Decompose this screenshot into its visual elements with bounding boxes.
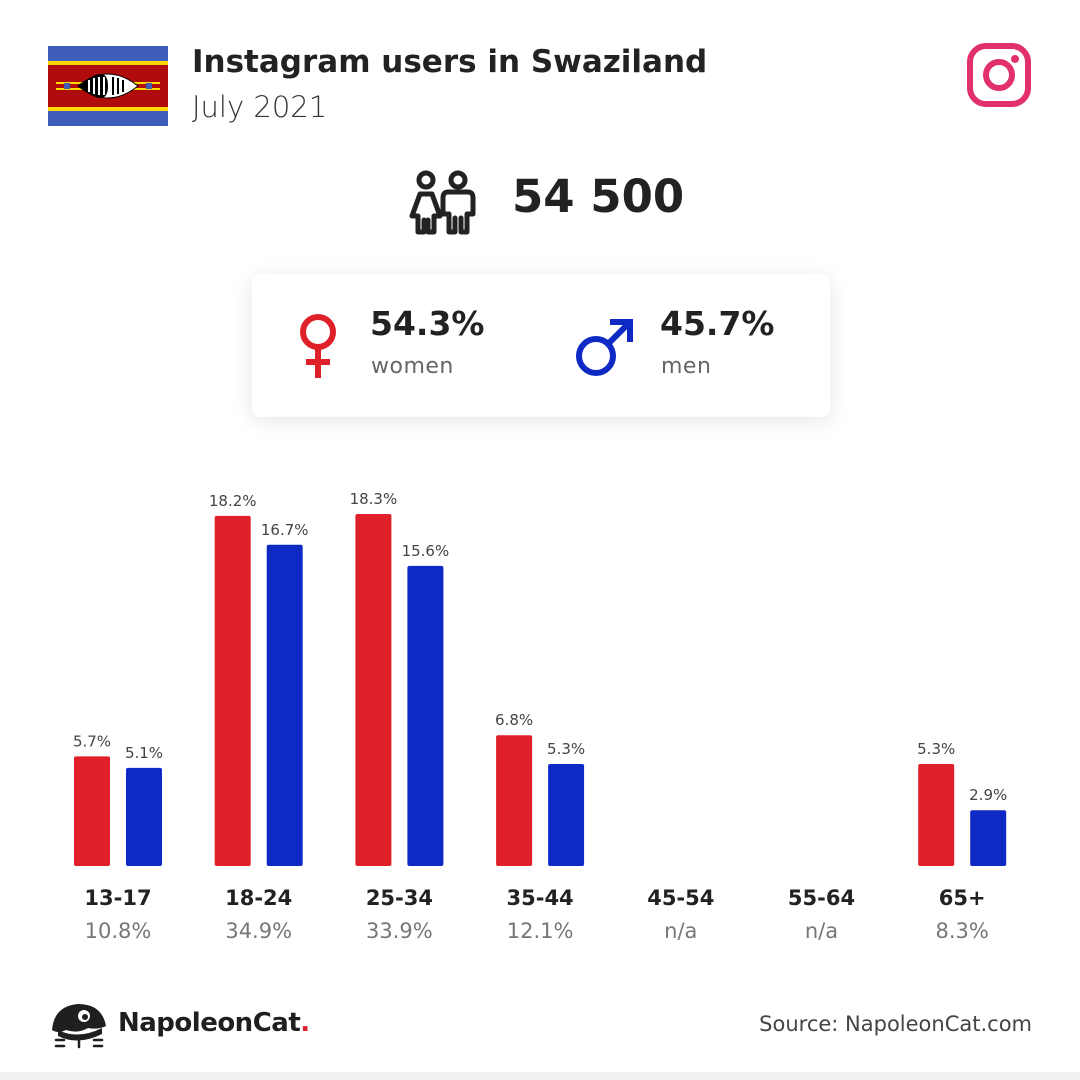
gender-split-card: 54.3% women 45.7% men bbox=[252, 274, 830, 417]
female-symbol-icon bbox=[300, 314, 336, 378]
people-icon bbox=[409, 170, 476, 235]
men-bar-18-24 bbox=[266, 544, 303, 866]
men-bar-35-44 bbox=[548, 764, 585, 866]
women-value-label-35-44: 6.8% bbox=[495, 711, 533, 729]
male-symbol-icon bbox=[576, 319, 633, 376]
category-label-18-24: 18-24 bbox=[225, 886, 292, 910]
category-total-25-34: 33.9% bbox=[366, 919, 433, 943]
total-users: 54 500 bbox=[512, 170, 685, 223]
women-value-label-18-24: 18.2% bbox=[209, 492, 257, 510]
women-bar-25-34 bbox=[355, 514, 392, 866]
page-subtitle: July 2021 bbox=[192, 90, 328, 124]
category-total-13-17: 10.8% bbox=[85, 919, 152, 943]
women-value-label-13-17: 5.7% bbox=[73, 732, 111, 750]
men-value-label-25-34: 15.6% bbox=[402, 542, 450, 560]
category-total-35-44: 12.1% bbox=[507, 919, 574, 943]
men-label: men bbox=[661, 354, 712, 379]
men-percentage: 45.7% bbox=[660, 304, 775, 343]
women-percentage: 54.3% bbox=[370, 304, 485, 343]
brand-name-text: NapoleonCat bbox=[118, 1008, 301, 1038]
women-bar-65+ bbox=[918, 764, 955, 866]
category-label-35-44: 35-44 bbox=[507, 886, 574, 910]
men-value-label-13-17: 5.1% bbox=[125, 744, 163, 762]
category-total-55-64: n/a bbox=[805, 919, 838, 943]
women-bar-35-44 bbox=[496, 735, 533, 866]
instagram-icon bbox=[967, 43, 1031, 107]
men-value-label-35-44: 5.3% bbox=[547, 740, 585, 758]
men-value-label-18-24: 16.7% bbox=[261, 521, 309, 539]
men-bar-65+ bbox=[970, 810, 1007, 866]
category-total-18-24: 34.9% bbox=[225, 919, 292, 943]
brand-name: NapoleonCat. bbox=[118, 1008, 310, 1038]
category-label-45-54: 45-54 bbox=[647, 886, 714, 910]
category-label-25-34: 25-34 bbox=[366, 886, 433, 910]
men-value-label-65+: 2.9% bbox=[969, 786, 1007, 804]
category-total-65+: 8.3% bbox=[936, 919, 989, 943]
category-label-55-64: 55-64 bbox=[788, 886, 855, 910]
napoleoncat-logo-icon bbox=[52, 1004, 106, 1049]
category-label-13-17: 13-17 bbox=[84, 886, 151, 910]
women-bar-18-24 bbox=[214, 515, 251, 866]
women-bar-13-17 bbox=[74, 756, 110, 866]
women-label: women bbox=[371, 354, 454, 379]
women-value-label-25-34: 18.3% bbox=[350, 490, 398, 508]
category-total-45-54: n/a bbox=[664, 919, 697, 943]
swaziland-flag-icon bbox=[48, 46, 168, 126]
category-label-65+: 65+ bbox=[939, 886, 986, 910]
brand-dot: . bbox=[300, 1008, 310, 1038]
source-text: Source: NapoleonCat.com bbox=[759, 1012, 1032, 1036]
page-title: Instagram users in Swaziland bbox=[192, 44, 708, 80]
bottom-strip bbox=[0, 1072, 1080, 1080]
men-bar-25-34 bbox=[407, 565, 444, 866]
men-bar-13-17 bbox=[126, 767, 162, 866]
women-value-label-65+: 5.3% bbox=[917, 740, 955, 758]
